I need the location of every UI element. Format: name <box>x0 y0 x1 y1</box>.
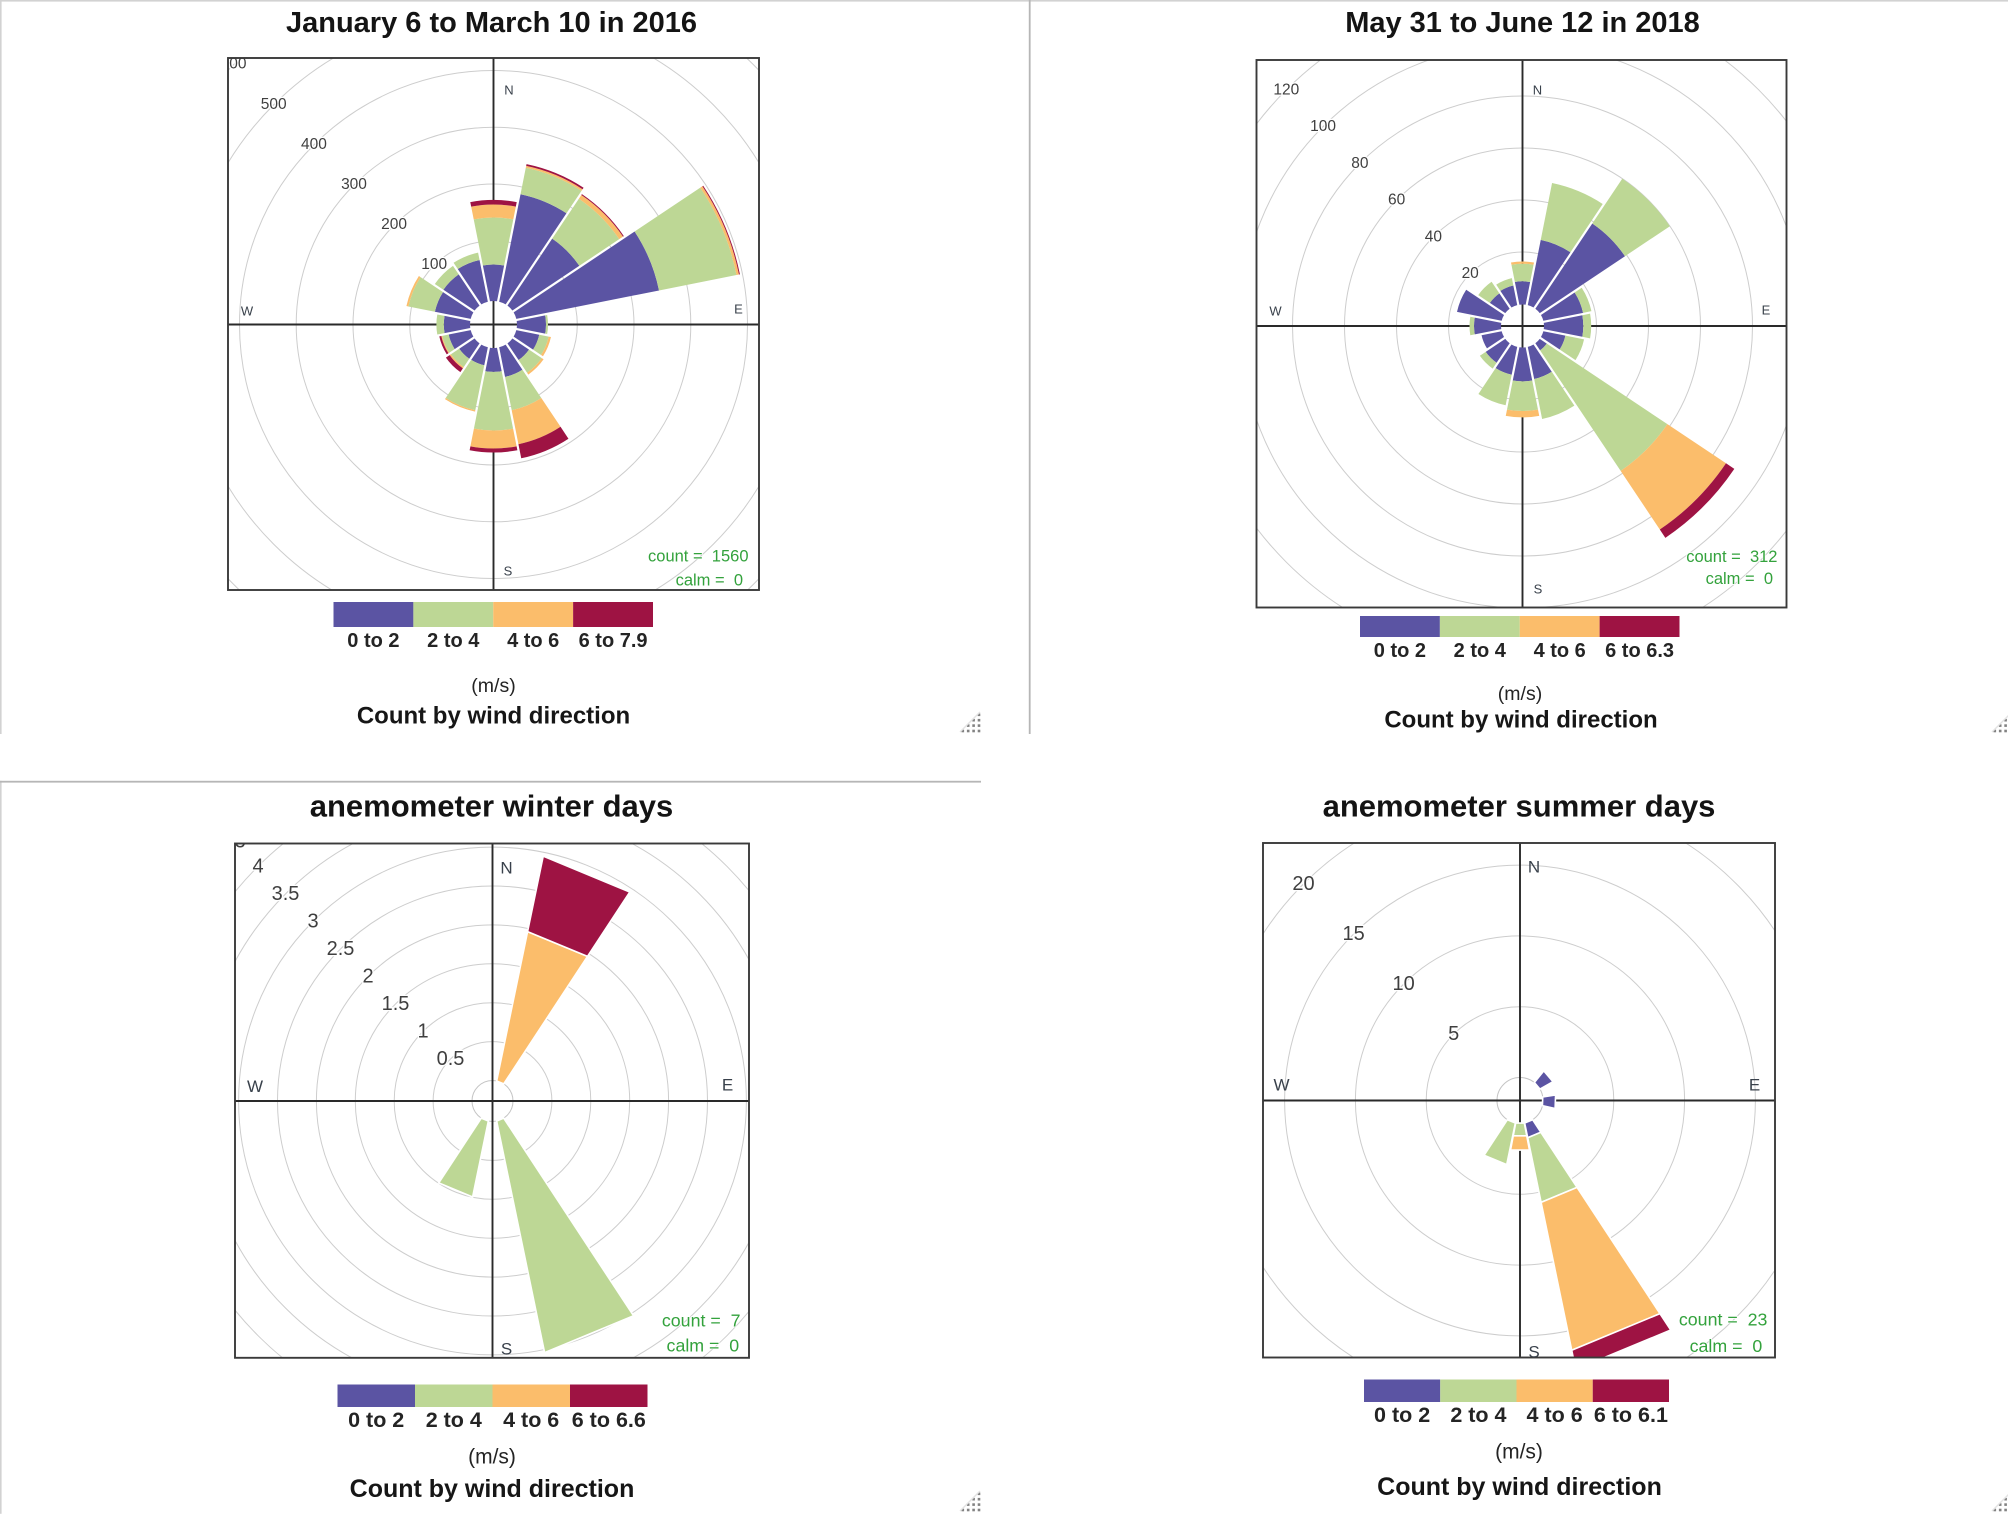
svg-text:(m/s): (m/s) <box>468 1446 516 1469</box>
svg-text:count = 312: count = 312 <box>1686 548 1777 566</box>
svg-text:S: S <box>501 1340 512 1359</box>
svg-text:(m/s): (m/s) <box>1498 683 1542 705</box>
svg-text:6 to 7.9: 6 to 7.9 <box>579 630 648 652</box>
svg-text:W: W <box>1273 1076 1289 1095</box>
svg-text:600: 600 <box>221 56 247 73</box>
svg-text:6 to 6.6: 6 to 6.6 <box>572 1408 646 1432</box>
svg-text:100: 100 <box>1310 118 1336 135</box>
svg-text:40: 40 <box>1425 228 1443 245</box>
svg-text:4 to 6: 4 to 6 <box>1534 640 1586 662</box>
svg-text:10: 10 <box>1392 973 1414 995</box>
svg-text:count = 7: count = 7 <box>662 1311 741 1331</box>
svg-text:N: N <box>504 83 513 98</box>
svg-text:S: S <box>1528 1343 1539 1362</box>
svg-text:2 to 4: 2 to 4 <box>1454 640 1507 662</box>
svg-text:(m/s): (m/s) <box>471 675 515 697</box>
svg-text:0 to 2: 0 to 2 <box>1374 1403 1430 1427</box>
svg-text:0 to 2: 0 to 2 <box>348 1408 404 1432</box>
svg-text:100: 100 <box>421 256 447 273</box>
svg-text:N: N <box>1533 83 1542 98</box>
svg-text:S: S <box>504 564 513 579</box>
svg-text:4 to 6: 4 to 6 <box>507 630 559 652</box>
svg-text:0 to 2: 0 to 2 <box>1374 640 1426 662</box>
svg-text:(m/s): (m/s) <box>1495 1441 1543 1464</box>
svg-text:6 to 6.1: 6 to 6.1 <box>1594 1403 1668 1427</box>
svg-text:count = 1560: count = 1560 <box>648 548 748 566</box>
svg-text:4 to 6: 4 to 6 <box>1527 1403 1583 1427</box>
svg-text:15: 15 <box>1342 923 1364 945</box>
svg-text:S: S <box>1534 582 1543 597</box>
svg-text:calm = 0: calm = 0 <box>676 572 743 590</box>
svg-text:0.5: 0.5 <box>437 1048 465 1070</box>
svg-text:2.5: 2.5 <box>327 938 355 960</box>
svg-text:5: 5 <box>1448 1023 1459 1045</box>
svg-text:120: 120 <box>1273 81 1299 98</box>
svg-text:May 31 to June 12 in 2018: May 31 to June 12 in 2018 <box>1345 7 1700 39</box>
svg-text:calm = 0: calm = 0 <box>667 1336 740 1356</box>
svg-text:500: 500 <box>261 96 287 113</box>
svg-text:calm = 0: calm = 0 <box>1706 570 1773 588</box>
svg-text:W: W <box>241 304 254 319</box>
svg-text:E: E <box>734 302 743 317</box>
svg-text:W: W <box>247 1077 263 1096</box>
svg-text:N: N <box>500 859 512 878</box>
svg-text:Count by wind direction: Count by wind direction <box>1377 1473 1662 1501</box>
svg-text:W: W <box>1269 304 1282 319</box>
svg-text:3: 3 <box>307 911 318 933</box>
svg-text:anemometer winter days: anemometer winter days <box>310 789 674 824</box>
svg-text:200: 200 <box>381 216 407 233</box>
svg-text:January 6 to March 10 in 2016: January 6 to March 10 in 2016 <box>286 7 697 39</box>
svg-text:count = 23: count = 23 <box>1679 1309 1768 1329</box>
svg-text:4: 4 <box>252 856 263 878</box>
svg-text:20: 20 <box>1292 873 1314 895</box>
svg-text:N: N <box>1528 858 1540 877</box>
svg-text:2 to 4: 2 to 4 <box>427 630 480 652</box>
svg-text:2 to 4: 2 to 4 <box>1450 1403 1506 1427</box>
svg-text:1.5: 1.5 <box>382 993 410 1015</box>
svg-text:2 to 4: 2 to 4 <box>426 1408 482 1432</box>
svg-text:E: E <box>722 1076 733 1095</box>
svg-text:4 to 6: 4 to 6 <box>503 1408 559 1432</box>
svg-text:2: 2 <box>362 966 373 988</box>
svg-text:400: 400 <box>301 136 327 153</box>
svg-text:Count by wind direction: Count by wind direction <box>1384 707 1657 734</box>
svg-text:3.5: 3.5 <box>272 883 300 905</box>
svg-text:6 to 6.3: 6 to 6.3 <box>1605 640 1674 662</box>
svg-text:anemometer summer days: anemometer summer days <box>1323 789 1716 824</box>
svg-text:E: E <box>1749 1076 1760 1095</box>
svg-text:80: 80 <box>1351 155 1369 172</box>
svg-text:60: 60 <box>1388 192 1406 209</box>
svg-text:Count by wind direction: Count by wind direction <box>350 1475 635 1503</box>
svg-text:20: 20 <box>1462 265 1480 282</box>
svg-text:E: E <box>1762 303 1771 318</box>
svg-text:Count by wind direction: Count by wind direction <box>357 703 630 730</box>
svg-text:calm = 0: calm = 0 <box>1690 1336 1763 1356</box>
svg-text:300: 300 <box>341 176 367 193</box>
svg-text:1: 1 <box>417 1021 428 1043</box>
svg-text:0 to 2: 0 to 2 <box>347 630 399 652</box>
svg-text:4.5: 4.5 <box>218 831 246 853</box>
